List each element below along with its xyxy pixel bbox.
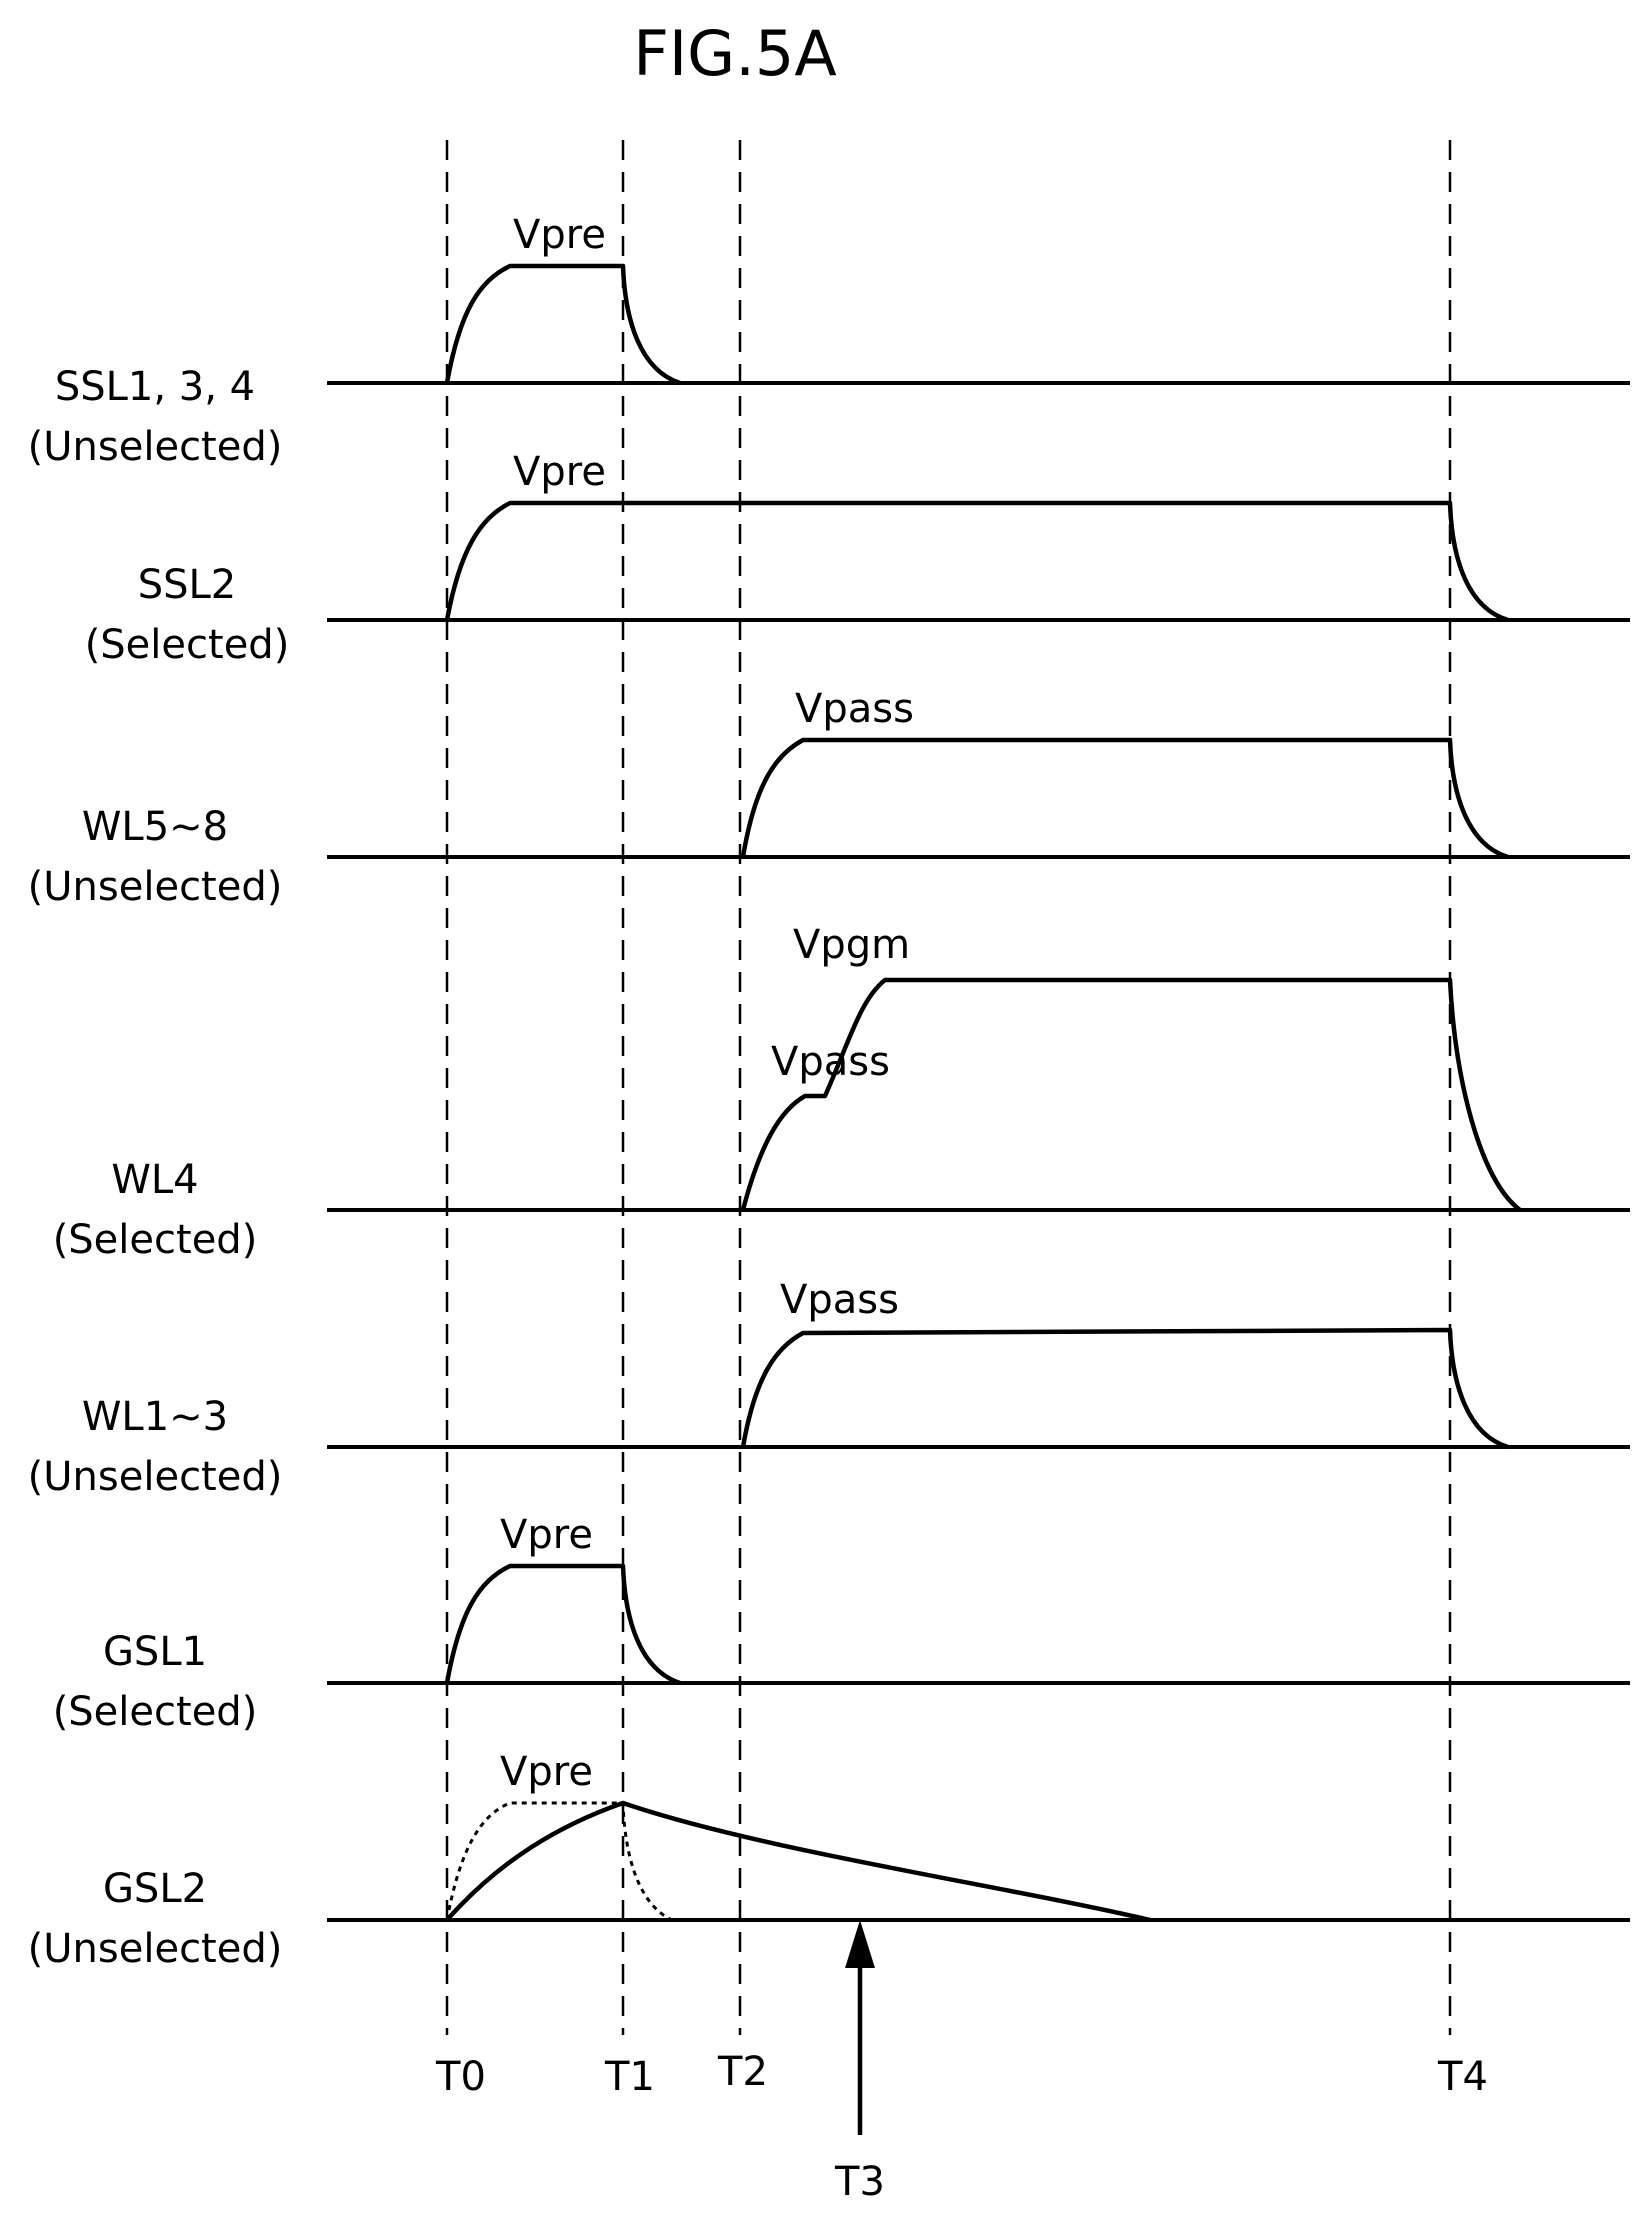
signal-state-wl13: (Unselected) [28, 1454, 283, 1500]
waveform-wl58 [740, 737, 1509, 860]
waveform-wl4 [740, 977, 1522, 1212]
level-label-wl4-vpgm: Vpgm [793, 922, 910, 968]
signal-state-wl4: (Selected) [53, 1217, 258, 1263]
level-label-gsl1: Vpre [500, 1512, 593, 1558]
signal-state-ssl134: (Unselected) [28, 424, 283, 470]
signal-wl13: WL1~3 (Unselected) Vpass [28, 1277, 1630, 1500]
signal-name-ssl134: SSL1, 3, 4 [55, 364, 255, 410]
signal-wl4: WL4 (Selected) Vpgm Vpass [53, 922, 1630, 1263]
figure-title: FIG.5A [633, 17, 837, 90]
waveform-wl13 [740, 1327, 1509, 1450]
time-label-t2: T2 [717, 2049, 768, 2095]
signal-name-wl4: WL4 [111, 1157, 198, 1203]
signal-ssl134: SSL1, 3, 4 (Unselected) Vpre [28, 212, 1630, 470]
t3-arrow [845, 1920, 875, 2135]
signal-state-gsl2: (Unselected) [28, 1926, 283, 1972]
waveform-ssl134 [444, 263, 681, 386]
signal-name-gsl2: GSL2 [103, 1866, 207, 1912]
time-label-t4: T4 [1437, 2054, 1488, 2100]
time-label-t0: T0 [435, 2054, 486, 2100]
level-label-ssl134: Vpre [513, 212, 606, 258]
signal-name-wl58: WL5~8 [82, 804, 228, 850]
signal-name-wl13: WL1~3 [82, 1394, 228, 1440]
time-label-t1: T1 [604, 2054, 655, 2100]
level-label-gsl2: Vpre [500, 1749, 593, 1795]
signal-gsl2: GSL2 (Unselected) Vpre [28, 1749, 1630, 1972]
level-label-wl58: Vpass [795, 686, 914, 732]
signal-state-ssl2: (Selected) [85, 622, 290, 668]
time-label-t3: T3 [834, 2159, 885, 2205]
signal-wl58: WL5~8 (Unselected) Vpass [28, 686, 1630, 910]
waveform-gsl2-actual [445, 1800, 1151, 1923]
level-label-wl4-vpass: Vpass [771, 1039, 890, 1085]
signal-gsl1: GSL1 (Selected) Vpre [53, 1512, 1630, 1735]
waveform-gsl2-ideal [445, 1801, 673, 1922]
signal-ssl2: SSL2 (Selected) Vpre [85, 449, 1630, 668]
signal-state-wl58: (Unselected) [28, 864, 283, 910]
waveform-ssl2 [444, 500, 1509, 623]
level-label-ssl2: Vpre [513, 449, 606, 495]
level-label-wl13: Vpass [780, 1277, 899, 1323]
signal-name-gsl1: GSL1 [103, 1629, 207, 1675]
signal-name-ssl2: SSL2 [138, 562, 237, 608]
t3-arrow-head [845, 1920, 875, 1968]
signal-state-gsl1: (Selected) [53, 1689, 258, 1735]
waveform-gsl1 [444, 1563, 681, 1686]
